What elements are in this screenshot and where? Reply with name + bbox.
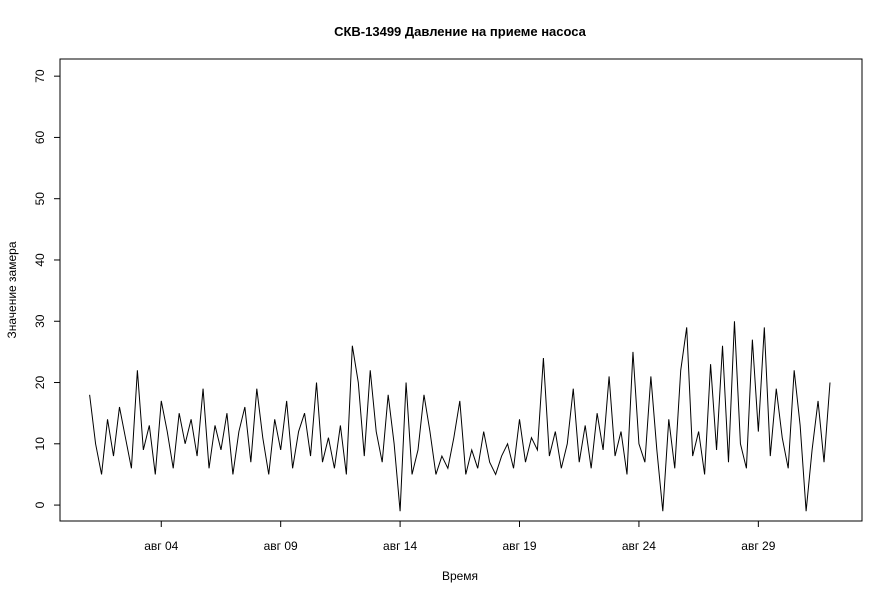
x-axis-label: Время: [442, 569, 478, 583]
x-tick-label: авг 09: [264, 539, 298, 553]
y-tick-label: 20: [33, 376, 47, 390]
y-tick-label: 40: [33, 253, 47, 267]
x-tick-label: авг 24: [622, 539, 656, 553]
y-tick-label: 0: [33, 501, 47, 508]
y-axis-label: Значение замера: [5, 241, 19, 338]
x-tick-label: авг 14: [383, 539, 417, 553]
x-tick-label: авг 04: [144, 539, 178, 553]
y-tick-label: 70: [33, 69, 47, 83]
y-tick-label: 50: [33, 192, 47, 206]
y-tick-label: 30: [33, 314, 47, 328]
y-tick-label: 60: [33, 130, 47, 144]
y-tick-label: 10: [33, 437, 47, 451]
chart-title: СКВ-13499 Давление на приеме насоса: [334, 24, 587, 39]
data-line: [89, 321, 831, 512]
x-tick-label: авг 19: [502, 539, 536, 553]
x-tick-label: авг 29: [741, 539, 775, 553]
plot-box: [59, 58, 863, 522]
